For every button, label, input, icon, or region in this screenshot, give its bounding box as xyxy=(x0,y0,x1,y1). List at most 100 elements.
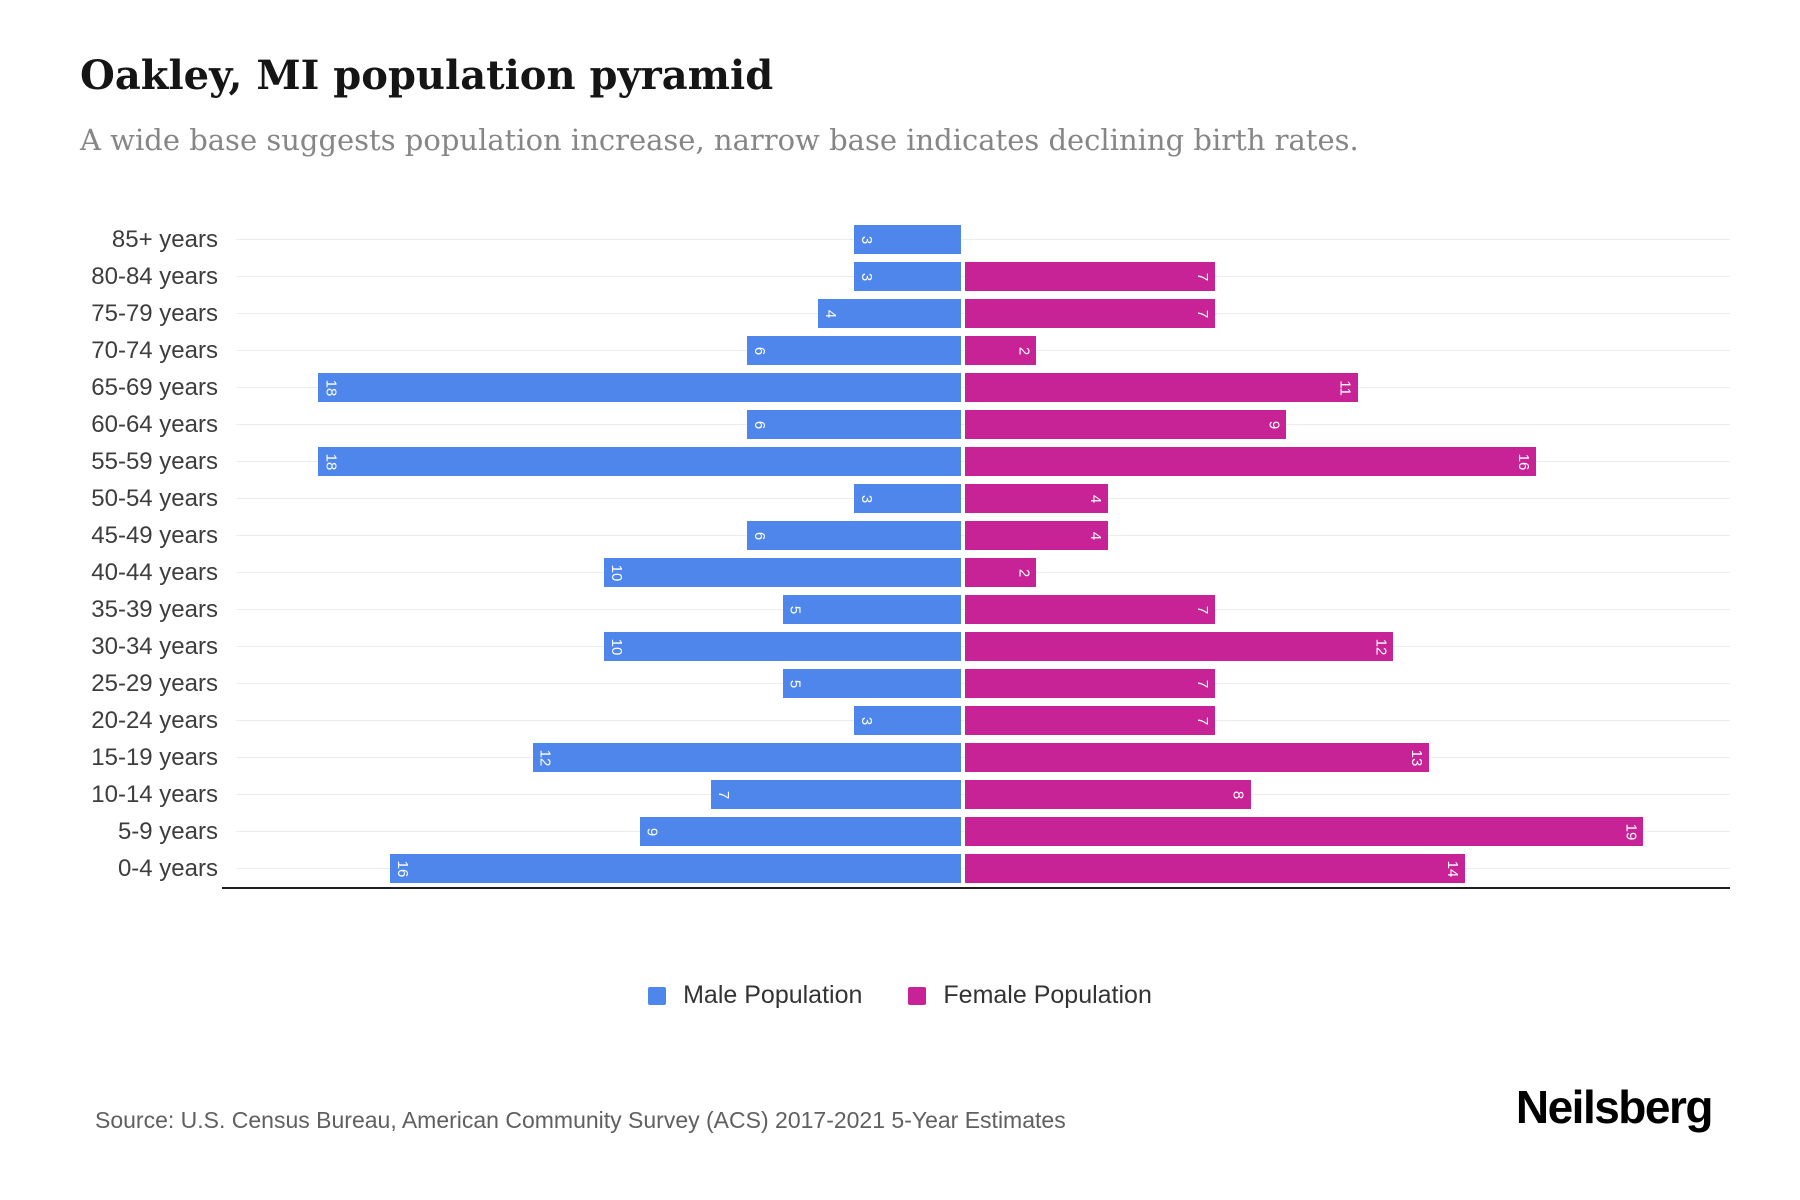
male-bar: 6 xyxy=(746,336,961,365)
female-value-label: 11 xyxy=(1336,379,1354,396)
female-bar: 13 xyxy=(965,743,1430,772)
female-value-label: 2 xyxy=(1015,568,1033,577)
female-bar: 12 xyxy=(965,632,1394,661)
age-group-label: 10-14 years xyxy=(91,781,218,808)
female-bar: 7 xyxy=(965,669,1215,698)
male-value-label: 9 xyxy=(643,827,661,836)
age-group-label: 40-44 years xyxy=(91,559,218,586)
legend-item-male: Male Population xyxy=(648,981,862,1010)
age-group-label: 75-79 years xyxy=(91,300,218,327)
female-value-label: 16 xyxy=(1515,453,1533,470)
male-value-label: 6 xyxy=(750,346,768,355)
legend-female-swatch-icon xyxy=(908,986,927,1005)
female-bar: 7 xyxy=(965,706,1215,735)
male-bar: 9 xyxy=(639,817,961,846)
male-value-label: 3 xyxy=(857,494,875,503)
male-bar: 18 xyxy=(318,373,961,402)
male-value-label: 5 xyxy=(786,679,804,688)
footer: Source: U.S. Census Bureau, American Com… xyxy=(0,1080,1800,1134)
male-bar: 3 xyxy=(853,225,961,254)
chart-row: 25-29 years 5 7 xyxy=(0,665,1800,702)
female-value-label: 13 xyxy=(1408,749,1426,766)
female-bar: 9 xyxy=(965,410,1287,439)
male-value-label: 7 xyxy=(715,790,733,799)
male-value-label: 4 xyxy=(822,309,840,318)
male-bar: 7 xyxy=(711,780,961,809)
female-value-label: 14 xyxy=(1443,860,1461,877)
female-value-label: 4 xyxy=(1086,494,1104,503)
age-group-label: 55-59 years xyxy=(91,448,218,475)
chart-header: Oakley, MI population pyramid A wide bas… xyxy=(0,0,1800,157)
age-group-label: 60-64 years xyxy=(91,411,218,438)
male-bar: 3 xyxy=(853,262,961,291)
chart-row: 5-9 years 9 19 xyxy=(0,813,1800,850)
chart-row: 80-84 years 3 7 xyxy=(0,258,1800,295)
male-value-label: 6 xyxy=(750,420,768,429)
male-value-label: 3 xyxy=(857,235,875,244)
male-value-label: 18 xyxy=(322,453,340,470)
male-value-label: 6 xyxy=(750,531,768,540)
plot-area: 9 19 xyxy=(228,813,1730,850)
female-bar: 4 xyxy=(965,484,1108,513)
male-value-label: 12 xyxy=(536,749,554,766)
age-group-label: 35-39 years xyxy=(91,596,218,623)
chart-row: 65-69 years 18 11 xyxy=(0,369,1800,406)
chart-row: 10-14 years 7 8 xyxy=(0,776,1800,813)
age-group-label: 5-9 years xyxy=(117,818,218,845)
female-bar: 2 xyxy=(965,336,1037,365)
legend-male-swatch-icon xyxy=(648,986,667,1005)
chart-row: 85+ years 3 xyxy=(0,221,1800,258)
female-bar: 2 xyxy=(965,558,1037,587)
chart-row: 55-59 years 18 16 xyxy=(0,443,1800,480)
male-bar: 10 xyxy=(604,632,961,661)
female-value-label: 2 xyxy=(1015,346,1033,355)
age-group-label: 45-49 years xyxy=(91,522,218,549)
chart-row: 50-54 years 3 4 xyxy=(0,480,1800,517)
plot-area: 12 13 xyxy=(228,739,1730,776)
age-group-label: 15-19 years xyxy=(91,744,218,771)
chart-row: 75-79 years 4 7 xyxy=(0,295,1800,332)
female-bar: 11 xyxy=(965,373,1358,402)
chart-rows: 85+ years 3 80-84 years 3 7 75-79 years 4 7 70-7… xyxy=(0,221,1800,887)
male-value-label: 3 xyxy=(857,716,875,725)
male-value-label: 10 xyxy=(608,564,625,581)
chart-row: 40-44 years 10 2 xyxy=(0,554,1800,591)
female-value-label: 7 xyxy=(1193,716,1211,725)
male-bar: 4 xyxy=(818,299,961,328)
female-value-label: 9 xyxy=(1265,420,1283,429)
chart-row: 60-64 years 6 9 xyxy=(0,406,1800,443)
chart-row: 0-4 years 16 14 xyxy=(0,850,1800,887)
male-bar: 12 xyxy=(532,743,961,772)
male-bar: 10 xyxy=(604,558,961,587)
x-axis-baseline xyxy=(222,887,1730,889)
plot-area: 10 2 xyxy=(228,554,1730,591)
age-group-label: 50-54 years xyxy=(91,485,218,512)
plot-area: 16 14 xyxy=(228,850,1730,887)
female-bar: 16 xyxy=(965,447,1537,476)
source-text: Source: U.S. Census Bureau, American Com… xyxy=(95,1107,1066,1133)
age-group-label: 80-84 years xyxy=(91,263,218,290)
population-pyramid-chart: 85+ years 3 80-84 years 3 7 75-79 years 4 7 70-7… xyxy=(0,221,1800,889)
male-value-label: 5 xyxy=(786,605,804,614)
age-group-label: 30-34 years xyxy=(91,633,218,660)
male-bar: 5 xyxy=(782,595,961,624)
age-group-label: 25-29 years xyxy=(91,670,218,697)
chart-title: Oakley, MI population pyramid xyxy=(80,52,774,99)
chart-row: 45-49 years 6 4 xyxy=(0,517,1800,554)
female-value-label: 19 xyxy=(1622,823,1640,840)
age-group-label: 70-74 years xyxy=(91,337,218,364)
chart-row: 15-19 years 12 13 xyxy=(0,739,1800,776)
chart-subtitle: A wide base suggests population increase… xyxy=(80,123,1359,157)
plot-area: 18 11 xyxy=(228,369,1730,406)
legend-item-female: Female Population xyxy=(908,981,1152,1010)
female-bar: 19 xyxy=(965,817,1644,846)
chart-row: 20-24 years 3 7 xyxy=(0,702,1800,739)
plot-area: 18 16 xyxy=(228,443,1730,480)
